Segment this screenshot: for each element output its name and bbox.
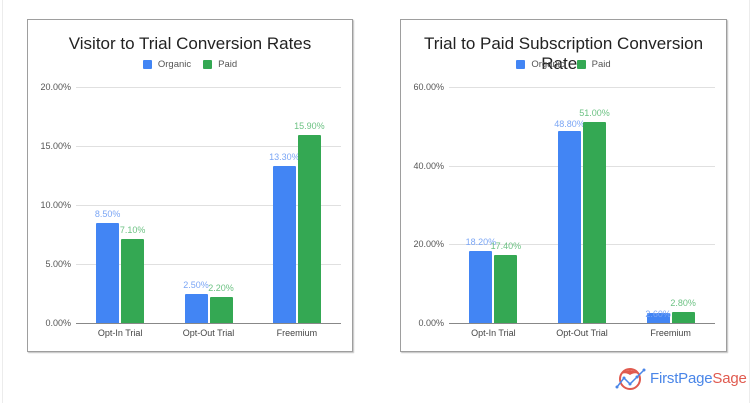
plot-area: 0.00% 20.00% 40.00% 60.00% 18.20% 17.40% Opt-I…	[413, 82, 715, 338]
data-label-organic: 48.80%	[554, 119, 585, 130]
firstpagesage-logo: FirstPageSage	[615, 365, 747, 391]
legend-item-organic: Organic	[142, 59, 192, 70]
x-tick-label: Opt-Out Trial	[182, 328, 235, 338]
legend-label-organic: Organic	[531, 59, 565, 70]
bar-organic	[558, 131, 581, 323]
bar-paid	[583, 122, 606, 323]
y-tick-label: 10.00%	[40, 200, 71, 210]
x-tick-label: Opt-Out Trial	[556, 328, 608, 338]
bar-paid	[494, 254, 518, 323]
x-tick-label: Freemium	[276, 328, 318, 338]
data-label-organic: 13.30%	[269, 152, 300, 163]
paid-swatch-icon	[576, 60, 586, 69]
y-tick-label: 5.00%	[45, 259, 71, 269]
y-tick-label: 20.00%	[40, 82, 71, 92]
chart-title: Visitor to Trial Conversion Rates	[68, 34, 312, 53]
y-tick-label: 40.00%	[413, 160, 444, 171]
data-label-organic: 2.50%	[183, 279, 209, 290]
bar-paid	[671, 312, 695, 323]
y-tick-label: 60.00%	[413, 82, 444, 92]
gridline	[76, 146, 341, 147]
page-border-right	[749, 0, 750, 403]
visitor-to-trial-chart: Visitor to Trial Conversion Rates Organi…	[27, 19, 353, 352]
data-label-paid: 17.40%	[490, 240, 522, 251]
bar-organic	[469, 251, 493, 323]
y-tick-label: 20.00%	[413, 239, 444, 250]
gridline	[449, 165, 715, 167]
gridline	[449, 244, 715, 246]
page-border-left	[2, 0, 3, 403]
legend-item-organic: Organic	[516, 59, 565, 70]
y-tick-label: 0.00%	[418, 318, 444, 328]
bar-organic	[272, 166, 296, 323]
gridline	[76, 87, 341, 88]
trial-to-paid-chart: Trial to Paid Subscription Conversion Ra…	[400, 19, 727, 352]
x-tick-label: Opt-In Trial	[97, 328, 143, 338]
legend-label-paid: Paid	[591, 59, 611, 70]
logo-mark-icon	[615, 368, 646, 390]
x-tick-label: Freemium	[650, 328, 691, 338]
data-label-paid: 51.00%	[579, 108, 610, 119]
data-label-paid: 2.20%	[208, 283, 234, 294]
logo-text-sage: Sage	[712, 369, 747, 387]
legend-item-paid: Paid	[203, 59, 237, 70]
data-label-organic: 2.60%	[645, 308, 671, 319]
data-label-organic: 8.50%	[94, 208, 121, 219]
paid-swatch-icon	[203, 60, 213, 69]
legend-label-paid: Paid	[218, 59, 238, 70]
gridline	[76, 264, 341, 265]
bar-paid	[121, 239, 145, 323]
organic-swatch-icon	[516, 60, 526, 69]
bar-paid	[297, 135, 321, 323]
organic-swatch-icon	[142, 60, 152, 69]
y-tick-label: 15.00%	[40, 141, 71, 151]
legend-label-organic: Organic	[157, 59, 192, 70]
bar-paid	[209, 297, 233, 323]
data-label-organic: 18.20%	[465, 237, 497, 248]
legend-item-paid: Paid	[576, 59, 611, 70]
chart-legend: Organic Paid	[28, 59, 352, 70]
bar-organic	[96, 222, 120, 323]
data-label-paid: 15.90%	[294, 121, 325, 132]
bar-organic	[646, 312, 670, 323]
data-label-paid: 2.80%	[670, 297, 696, 308]
logo-text-firstpage: FirstPage	[650, 369, 713, 387]
x-axis-baseline	[449, 323, 715, 324]
data-label-paid: 7.10%	[119, 225, 146, 236]
chart-legend: Organic Paid	[401, 59, 726, 70]
plot-area: 0.00% 5.00% 10.00% 15.00% 20.00% 8.50% 7.10% Op…	[40, 82, 341, 338]
x-tick-label: Opt-In Trial	[471, 328, 516, 338]
y-tick-label: 0.00%	[45, 318, 71, 328]
chart-title: Trial to Paid Subscription Conversion Ra…	[423, 34, 704, 73]
bar-organic	[184, 293, 208, 323]
gridline	[449, 87, 715, 88]
x-axis-baseline	[76, 323, 341, 324]
gridline	[76, 205, 341, 206]
